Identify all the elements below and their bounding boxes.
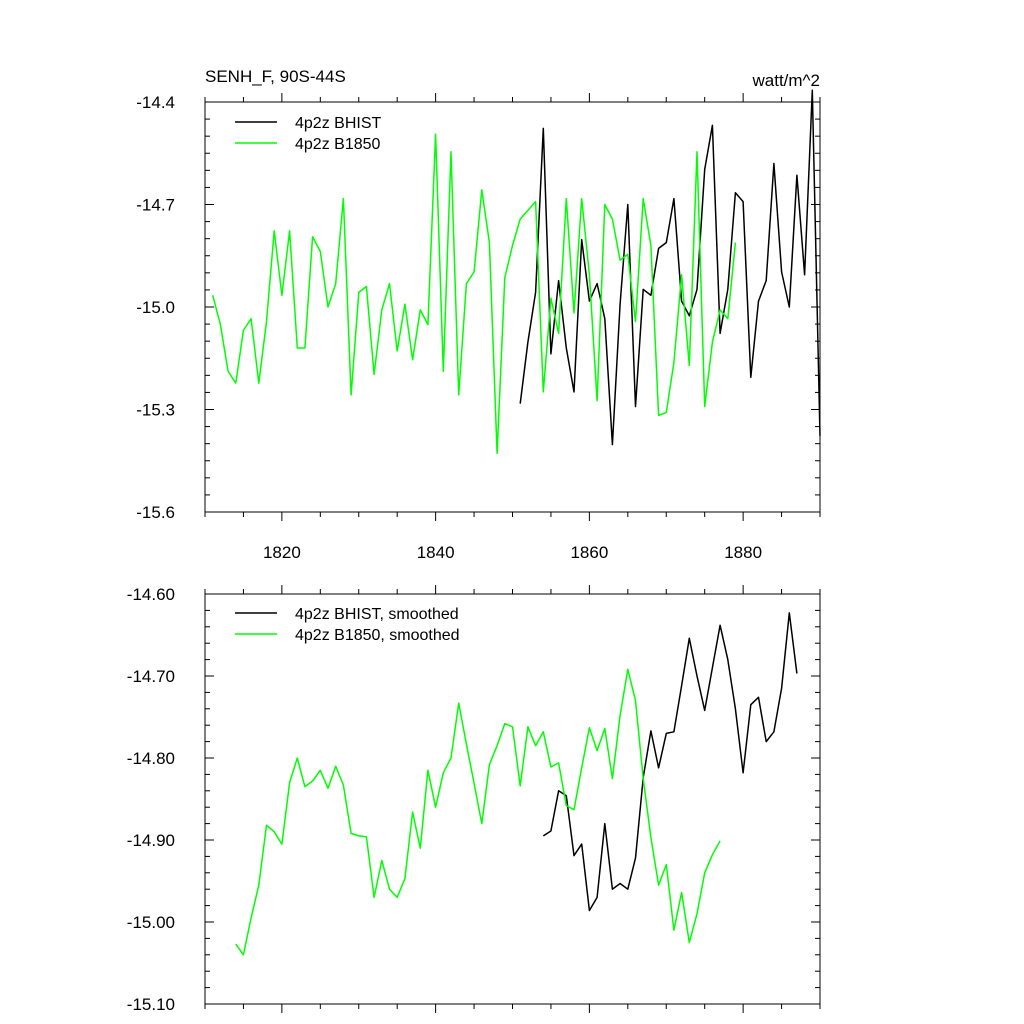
top-panel: SENH_F, 90S-44S watt/m^2 -14.4 -14.7 -15.0… <box>136 67 821 562</box>
bottom-y-tick-label: -14.90 <box>127 831 175 850</box>
chart-title: SENH_F, 90S-44S <box>205 67 346 86</box>
bottom-y-tick-labels: -14.60 -14.70 -14.80 -14.90 -15.00 -15.10 <box>127 585 175 1014</box>
bottom-y-tick-label: -14.70 <box>127 667 175 686</box>
top-x-tick-label: 1820 <box>263 543 301 562</box>
bottom-panel: -14.60 -14.70 -14.80 -14.90 -15.00 -15.10 4p2… <box>127 585 821 1014</box>
top-legend: 4p2z BHIST 4p2z B1850 <box>235 115 381 153</box>
top-y-tick-label: -14.4 <box>136 93 175 112</box>
top-series-line-b1850 <box>211 133 737 455</box>
legend-label-bhist-smoothed: 4p2z BHIST, smoothed <box>295 606 459 623</box>
bottom-y-tick-label: -15.10 <box>127 995 175 1014</box>
bottom-series-group <box>235 612 798 956</box>
bottom-series-line-b1850 <box>235 668 721 956</box>
top-x-tick-label: 1860 <box>570 543 608 562</box>
bottom-plot-frame <box>204 593 821 1005</box>
bottom-series-line-bhist <box>542 612 798 912</box>
top-y-tick-label: -14.7 <box>136 196 175 215</box>
bottom-legend: 4p2z BHIST, smoothed 4p2z B1850, smoothe… <box>235 606 460 644</box>
bottom-axis-ticks <box>204 585 821 1013</box>
top-y-tick-label: -15.3 <box>136 401 175 420</box>
top-x-tick-label: 1880 <box>724 543 762 562</box>
top-axis-ticks <box>204 93 821 521</box>
top-y-tick-labels: -14.4 -14.7 -15.0 -15.3 -15.6 <box>136 93 175 522</box>
top-y-tick-label: -15.0 <box>136 298 175 317</box>
top-series-line-bhist <box>519 89 821 446</box>
legend-label-bhist: 4p2z BHIST <box>295 115 381 132</box>
legend-label-b1850: 4p2z B1850 <box>295 136 381 153</box>
bottom-y-tick-label: -14.80 <box>127 749 175 768</box>
bottom-y-tick-label: -15.00 <box>127 913 175 932</box>
top-x-tick-labels: 1820 1840 1860 1880 <box>263 543 762 562</box>
units-label: watt/m^2 <box>752 71 821 90</box>
top-series-group <box>211 89 821 455</box>
top-x-tick-label: 1840 <box>417 543 455 562</box>
top-y-tick-label: -15.6 <box>136 503 175 522</box>
bottom-y-tick-label: -14.60 <box>127 585 175 604</box>
legend-label-b1850-smoothed: 4p2z B1850, smoothed <box>295 627 460 644</box>
top-plot-frame <box>204 101 821 513</box>
